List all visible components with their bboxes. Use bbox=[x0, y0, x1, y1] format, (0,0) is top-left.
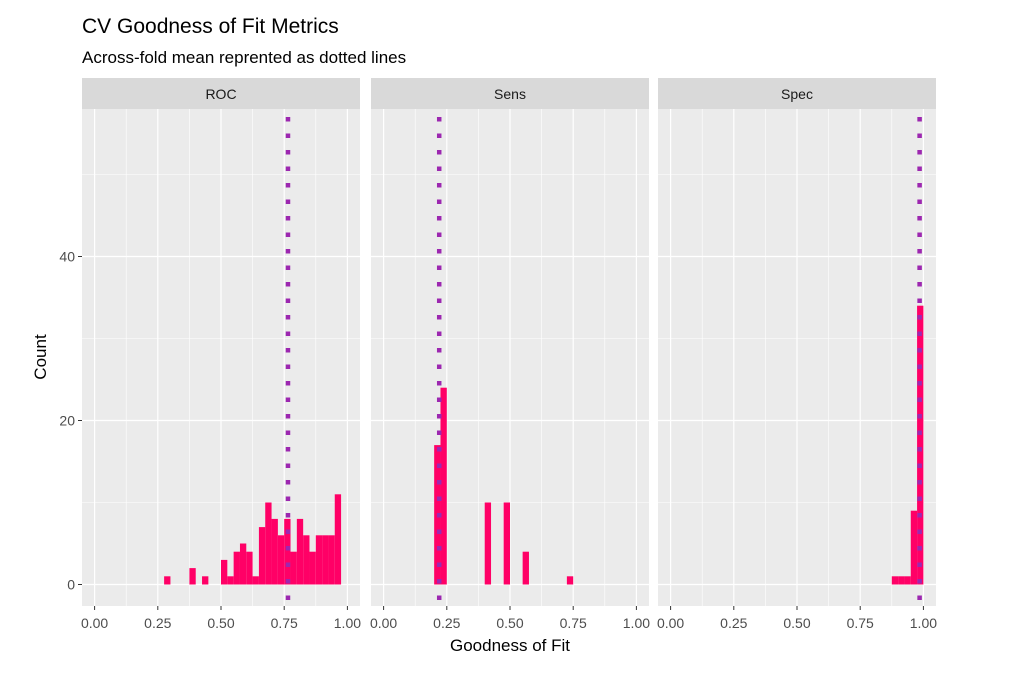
histogram-bar bbox=[284, 518, 291, 585]
x-tick-label: 0.50 bbox=[783, 615, 810, 631]
histogram-bar bbox=[164, 576, 171, 585]
facet-panel-roc: ROC 0.00 0.25 0.50 0.75 1.00 bbox=[81, 78, 361, 631]
histogram-bar bbox=[239, 543, 247, 585]
histogram-bar bbox=[271, 518, 278, 585]
x-tick-label: 0.75 bbox=[560, 615, 587, 631]
x-tick-label: 0.75 bbox=[271, 615, 298, 631]
histogram-bar bbox=[258, 527, 266, 585]
histogram-bar bbox=[522, 551, 529, 585]
x-tick-label: 0.00 bbox=[370, 615, 397, 631]
histogram-bar bbox=[296, 518, 304, 585]
y-tick-label: 40 bbox=[59, 249, 75, 265]
x-tick-label: 0.25 bbox=[433, 615, 460, 631]
histogram-bar bbox=[891, 576, 899, 585]
x-axis-title: Goodness of Fit bbox=[450, 636, 570, 655]
x-tick-label: 0.50 bbox=[496, 615, 523, 631]
x-tick-label: 1.00 bbox=[334, 615, 361, 631]
y-tick-label: 0 bbox=[67, 577, 75, 593]
x-tick-label: 1.00 bbox=[910, 615, 937, 631]
histogram-bar bbox=[189, 568, 196, 585]
histogram-bar bbox=[233, 551, 240, 585]
histogram-bar bbox=[277, 535, 285, 585]
histogram-bar bbox=[334, 494, 342, 585]
histogram-bar bbox=[898, 576, 905, 585]
facet-panel-sens: Sens 0.00 0.25 0.50 0.75 1.00 bbox=[370, 78, 650, 631]
chart-title: CV Goodness of Fit Metrics bbox=[82, 15, 339, 38]
facet-strip bbox=[658, 78, 936, 109]
histogram-bar bbox=[484, 502, 492, 585]
histogram-bar bbox=[202, 576, 209, 585]
histogram-bar bbox=[265, 502, 272, 585]
y-axis-title: Count bbox=[31, 334, 50, 380]
x-tick-label: 0.00 bbox=[81, 615, 108, 631]
x-tick-label: 0.50 bbox=[207, 615, 234, 631]
y-tick-label: 20 bbox=[59, 413, 75, 429]
facet-panel-spec: Spec 0.00 0.25 0.50 0.75 1.00 bbox=[657, 78, 937, 631]
histogram-bar bbox=[917, 305, 924, 585]
chart-subtitle: Across-fold mean reprented as dotted lin… bbox=[82, 48, 406, 67]
histogram-bar bbox=[290, 551, 297, 585]
histogram-bar bbox=[246, 551, 253, 585]
facet-strip bbox=[371, 78, 649, 109]
facet-strip bbox=[82, 78, 360, 109]
histogram-bar bbox=[315, 535, 323, 585]
histogram-bar bbox=[303, 535, 310, 585]
histogram-bar bbox=[227, 576, 234, 585]
histogram-bar bbox=[252, 576, 259, 585]
histogram-bar bbox=[904, 576, 911, 585]
x-tick-label: 0.75 bbox=[847, 615, 874, 631]
histogram-bar bbox=[910, 510, 918, 585]
histogram-bar bbox=[322, 535, 329, 585]
x-tick-label: 0.25 bbox=[144, 615, 171, 631]
histogram-bar bbox=[503, 502, 510, 585]
y-axis: 0 20 40 bbox=[59, 249, 82, 593]
histogram-bar bbox=[309, 551, 316, 585]
histogram-bar bbox=[328, 535, 335, 585]
histogram-bar bbox=[221, 559, 228, 585]
histogram-bar bbox=[440, 387, 447, 585]
facet-strip-label: Spec bbox=[781, 86, 813, 102]
x-tick-label: 1.00 bbox=[623, 615, 650, 631]
facet-strip-label: Sens bbox=[494, 86, 526, 102]
x-tick-label: 0.25 bbox=[720, 615, 747, 631]
x-tick-label: 0.00 bbox=[657, 615, 684, 631]
histogram-bar bbox=[566, 576, 574, 585]
facet-strip-label: ROC bbox=[205, 86, 236, 102]
facet-panels: ROC 0.00 0.25 0.50 0.75 1.00 Sens 0.00 0.25 0.50 0… bbox=[81, 78, 937, 631]
